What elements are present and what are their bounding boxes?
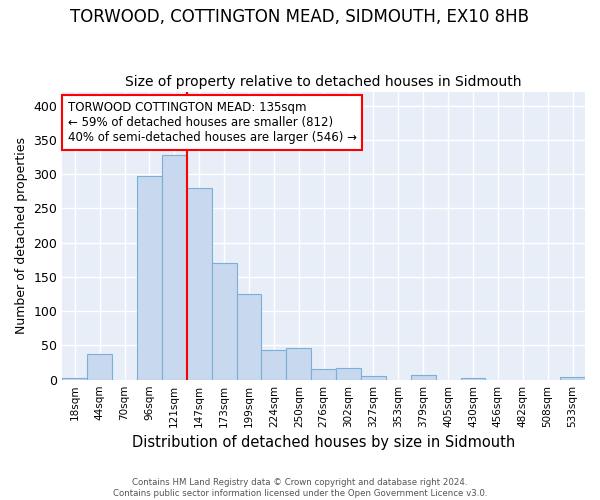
- Title: Size of property relative to detached houses in Sidmouth: Size of property relative to detached ho…: [125, 76, 522, 90]
- Bar: [461, 378, 485, 380]
- Bar: [336, 368, 361, 380]
- Bar: [62, 378, 87, 380]
- Bar: [286, 348, 311, 380]
- Bar: [236, 294, 262, 380]
- Bar: [411, 375, 436, 380]
- Bar: [87, 354, 112, 380]
- Bar: [262, 350, 286, 380]
- Bar: [560, 377, 585, 380]
- Bar: [311, 368, 336, 380]
- X-axis label: Distribution of detached houses by size in Sidmouth: Distribution of detached houses by size …: [132, 435, 515, 450]
- Bar: [212, 264, 236, 380]
- Text: TORWOOD COTTINGTON MEAD: 135sqm
← 59% of detached houses are smaller (812)
40% o: TORWOOD COTTINGTON MEAD: 135sqm ← 59% of…: [68, 100, 356, 144]
- Text: TORWOOD, COTTINGTON MEAD, SIDMOUTH, EX10 8HB: TORWOOD, COTTINGTON MEAD, SIDMOUTH, EX10…: [71, 8, 530, 26]
- Bar: [162, 155, 187, 380]
- Y-axis label: Number of detached properties: Number of detached properties: [15, 138, 28, 334]
- Bar: [137, 176, 162, 380]
- Text: Contains HM Land Registry data © Crown copyright and database right 2024.
Contai: Contains HM Land Registry data © Crown c…: [113, 478, 487, 498]
- Bar: [361, 376, 386, 380]
- Bar: [187, 188, 212, 380]
